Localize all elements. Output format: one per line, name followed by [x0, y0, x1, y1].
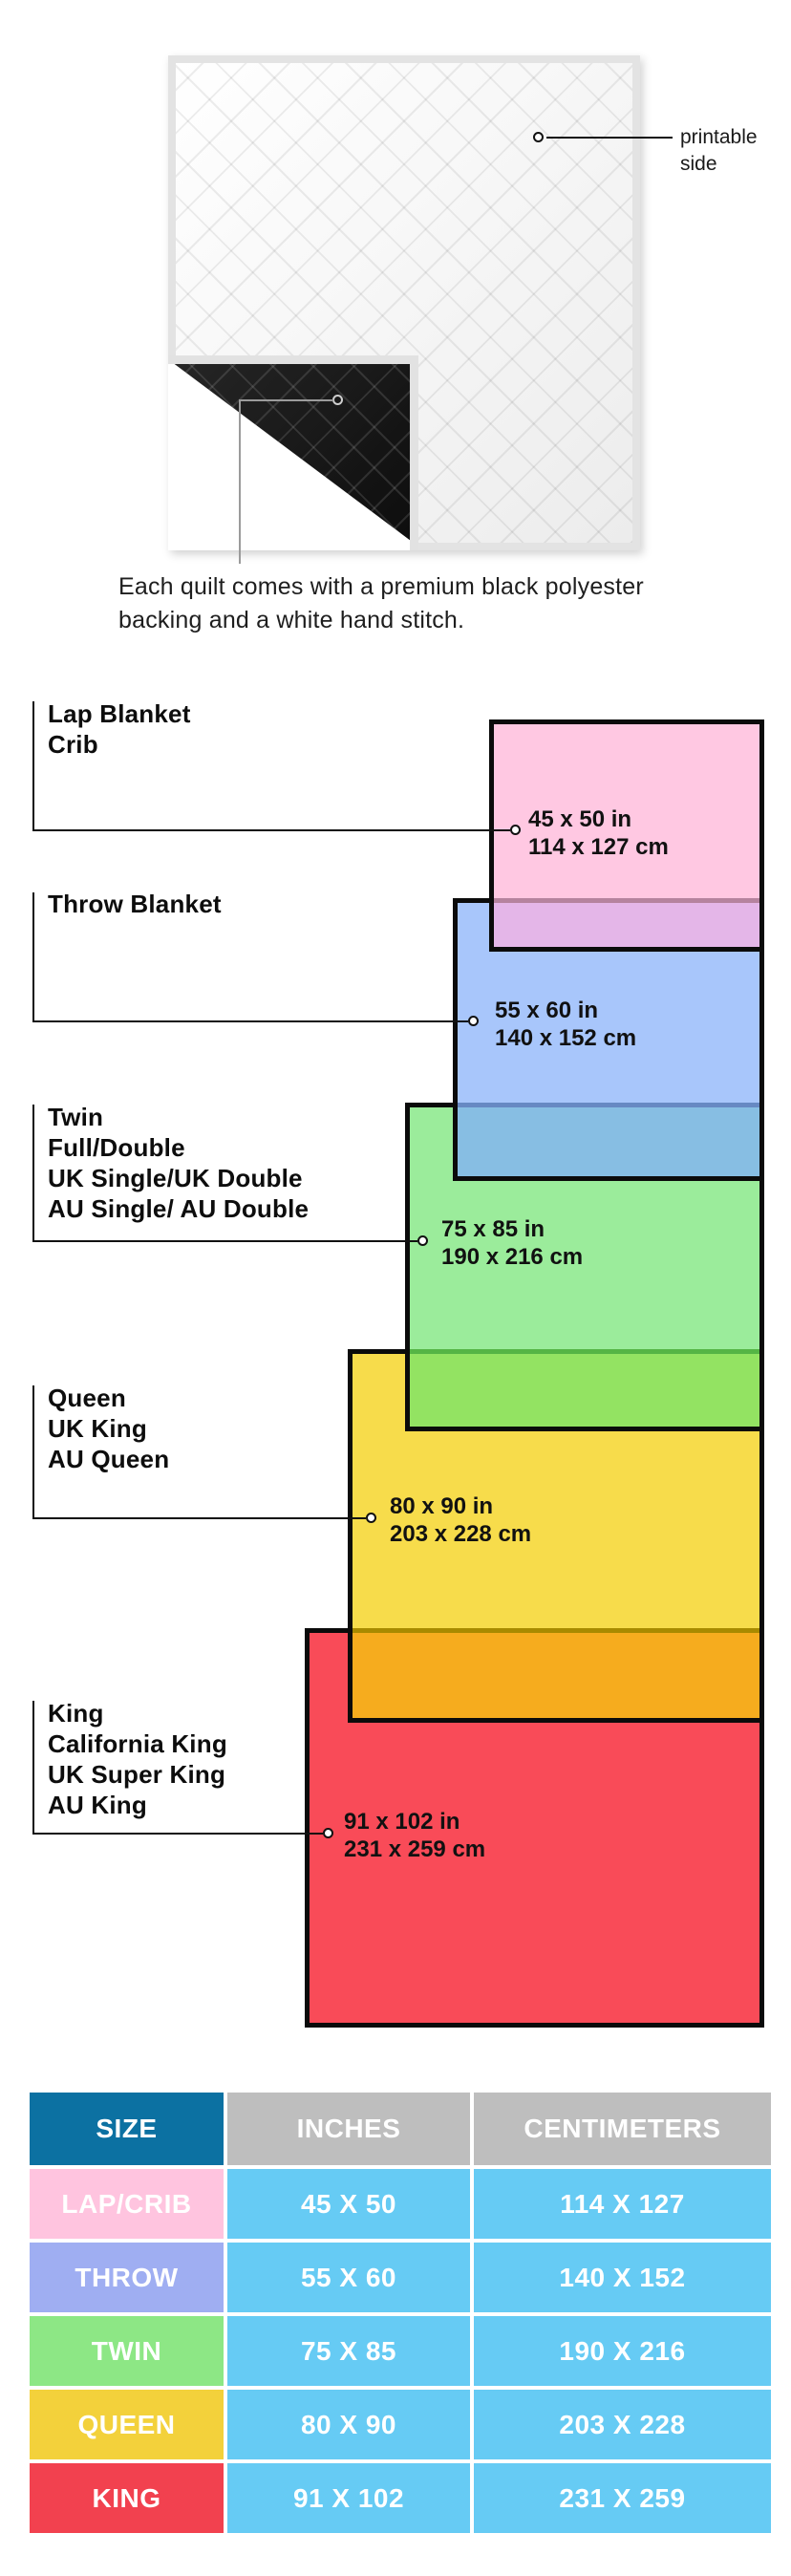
printable-side-line1: printable	[680, 126, 758, 148]
dims-twin: 75 x 85 in 190 x 216 cm	[441, 1216, 584, 1270]
callout-dot	[510, 825, 521, 835]
size-table: SIZE INCHES CENTIMETERS LAP/CRIB 45 X 50…	[30, 2093, 771, 2533]
row-centimeters: 231 X 259	[474, 2463, 771, 2533]
callout-dot	[323, 1828, 333, 1838]
backing-caption-line1: Each quilt comes with a premium black po…	[118, 573, 644, 600]
leader-line	[32, 1833, 323, 1835]
table-row: TWIN 75 X 85 190 X 216	[30, 2316, 771, 2386]
row-centimeters: 203 X 228	[474, 2390, 771, 2459]
dims-king: 91 x 102 in 231 x 259 cm	[344, 1809, 486, 1862]
printable-side-line2: side	[680, 153, 717, 175]
callout-dot	[366, 1513, 376, 1523]
callout-line	[239, 399, 241, 564]
leader-tick	[32, 1105, 34, 1242]
header-inches: INCHES	[227, 2093, 470, 2165]
table-row: LAP/CRIB 45 X 50 114 X 127	[30, 2169, 771, 2239]
callout-dot	[417, 1235, 428, 1246]
table-row: QUEEN 80 X 90 203 X 228	[30, 2390, 771, 2459]
dims-queen: 80 x 90 in 203 x 228 cm	[390, 1493, 532, 1547]
backing-caption-line2: backing and a white hand stitch.	[118, 607, 465, 633]
overlap-queen-king	[353, 1628, 759, 1718]
row-label: KING	[30, 2463, 224, 2533]
backing-caption: Each quilt comes with a premium black po…	[118, 570, 644, 637]
row-label: QUEEN	[30, 2390, 224, 2459]
row-inches: 80 X 90	[227, 2390, 470, 2459]
row-centimeters: 140 X 152	[474, 2243, 771, 2312]
label-lap-crib: Lap Blanket Crib	[48, 699, 191, 759]
leader-tick	[32, 892, 34, 1022]
header-size: SIZE	[30, 2093, 224, 2165]
callout-dot	[468, 1016, 479, 1026]
row-centimeters: 190 X 216	[474, 2316, 771, 2386]
label-king: King California King UK Super King AU Ki…	[48, 1699, 227, 1819]
leader-tick	[32, 1385, 34, 1519]
row-inches: 75 X 85	[227, 2316, 470, 2386]
quilt-binding-horizontal	[168, 355, 418, 364]
leader-line	[32, 1517, 366, 1519]
table-row: KING 91 X 102 231 X 259	[30, 2463, 771, 2533]
overlap-throw-twin	[458, 1103, 759, 1176]
callout-dot	[533, 132, 544, 142]
printable-side-label: printable side	[680, 124, 758, 178]
dims-lap-crib: 45 x 50 in 114 x 127 cm	[528, 806, 669, 860]
table-header-row: SIZE INCHES CENTIMETERS	[30, 2093, 771, 2165]
overlap-lap-throw	[494, 898, 759, 947]
row-centimeters: 114 X 127	[474, 2169, 771, 2239]
row-inches: 45 X 50	[227, 2169, 470, 2239]
leader-line	[32, 1240, 417, 1242]
row-inches: 55 X 60	[227, 2243, 470, 2312]
label-throw: Throw Blanket	[48, 890, 222, 918]
row-label: LAP/CRIB	[30, 2169, 224, 2239]
leader-line	[32, 829, 510, 831]
quilt-binding-vertical	[410, 355, 418, 550]
row-label: TWIN	[30, 2316, 224, 2386]
leader-tick	[32, 1701, 34, 1835]
label-queen: Queen UK King AU Queen	[48, 1384, 170, 1473]
dims-throw: 55 x 60 in 140 x 152 cm	[495, 998, 637, 1051]
table-row: THROW 55 X 60 140 X 152	[30, 2243, 771, 2312]
row-label: THROW	[30, 2243, 224, 2312]
row-inches: 91 X 102	[227, 2463, 470, 2533]
callout-dot	[332, 395, 343, 405]
overlap-twin-queen	[410, 1349, 759, 1427]
callout-line	[239, 399, 333, 401]
leader-line	[32, 1020, 468, 1022]
callout-line	[546, 137, 673, 139]
label-twin: Twin Full/Double UK Single/UK Double AU …	[48, 1103, 310, 1223]
leader-tick	[32, 701, 34, 831]
header-centimeters: CENTIMETERS	[474, 2093, 771, 2165]
